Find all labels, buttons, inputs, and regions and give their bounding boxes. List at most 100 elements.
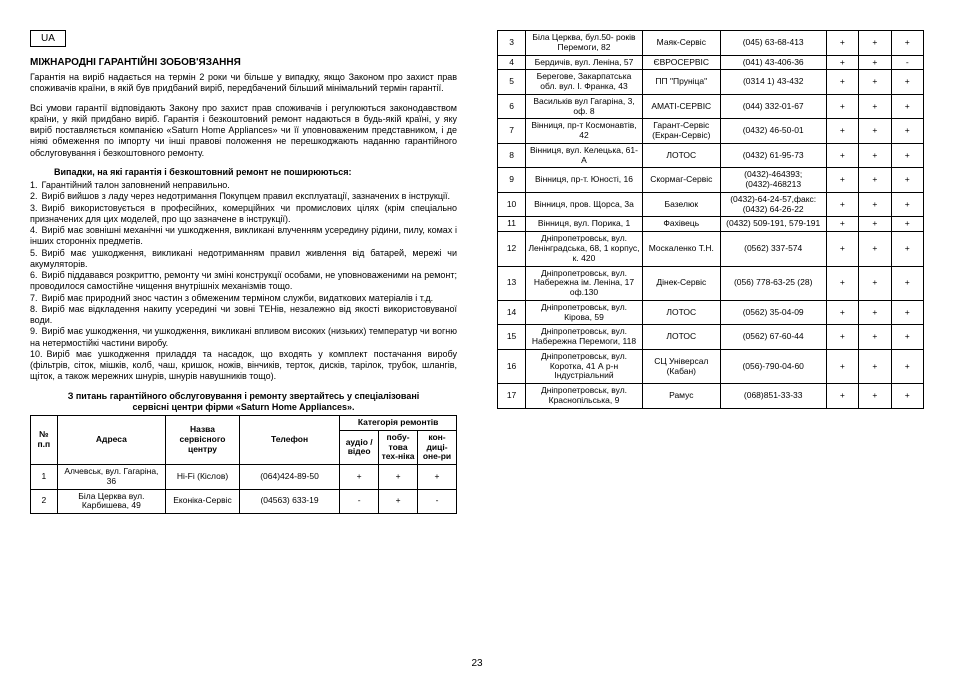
cell-c2: + — [859, 55, 891, 70]
intro-paragraph-2: Всі умови гарантії відповідають Закону п… — [30, 103, 457, 159]
cell-c3: + — [891, 232, 923, 266]
cell-address: Вінниця, пр-т Космонавтів, 42 — [526, 119, 643, 144]
cell-c3: + — [891, 349, 923, 383]
cell-c2: + — [859, 70, 891, 95]
cell-num: 14 — [498, 300, 526, 325]
cell-c2: + — [859, 266, 891, 300]
service-table-left: № п.п Адреса Назва сервісного центру Тел… — [30, 415, 457, 514]
cell-phone: (0562) 67-60-44 — [720, 325, 826, 350]
cell-num: 15 — [498, 325, 526, 350]
cell-c3: + — [891, 325, 923, 350]
cell-c3: + — [891, 384, 923, 409]
cell-c1: + — [826, 94, 858, 119]
cell-phone: (0432) 61-95-73 — [720, 143, 826, 168]
cell-c1: + — [826, 384, 858, 409]
cell-c3: + — [891, 143, 923, 168]
cell-center: ПП "Пруніца" — [642, 70, 720, 95]
cases-heading: Випадки, на які гарантія і безкоштовний … — [30, 167, 457, 178]
cell-num: 6 — [498, 94, 526, 119]
cell-center: Дінек-Сервіс — [642, 266, 720, 300]
cell-c2: + — [859, 94, 891, 119]
th-c3: кон-диці-оне-ри — [418, 430, 457, 464]
cell-c3: + — [891, 94, 923, 119]
cell-c1: + — [340, 465, 379, 490]
cell-address: Дніпропетровськ, вул. Набережна Перемоги… — [526, 325, 643, 350]
page-title: МІЖНАРОДНІ ГАРАНТІЙНІ ЗОБОВ'ЯЗАННЯ — [30, 57, 457, 68]
cell-phone: (044) 332-01-67 — [720, 94, 826, 119]
case-item: Виріб має ушкодження, викликані недотрим… — [30, 248, 457, 271]
cell-c2: + — [859, 325, 891, 350]
cell-c2: + — [859, 232, 891, 266]
cell-c3: + — [891, 300, 923, 325]
th-center: Назва сервісного центру — [166, 416, 240, 465]
cell-c1: + — [826, 31, 858, 56]
intro-paragraph-1: Гарантія на виріб надається на термін 2 … — [30, 72, 457, 95]
cell-address: Біла Церква вул. Карбишева, 49 — [57, 489, 166, 514]
cell-phone: (0562) 337-574 — [720, 232, 826, 266]
cell-address: Алчевськ, вул. Гагаріна, 36 — [57, 465, 166, 490]
cell-num: 16 — [498, 349, 526, 383]
footer-note: З питань гарантійного обслуговування і р… — [30, 391, 457, 414]
cell-c1: + — [826, 143, 858, 168]
cell-center: Скормаг-Сервіс — [642, 168, 720, 193]
table-row: 4Бердичів, вул. Леніна, 57ЄВРОСЕРВІС(041… — [498, 55, 924, 70]
cell-c3: - — [418, 489, 457, 514]
th-c1: аудіо / відео — [340, 430, 379, 464]
cell-c3: + — [891, 192, 923, 217]
cell-center: Гарант-Сервіс (Екран-Сервіс) — [642, 119, 720, 144]
cell-address: Берегове, Закарпатська обл. вул. І. Фран… — [526, 70, 643, 95]
cell-c2: + — [859, 217, 891, 232]
cell-c2: + — [859, 168, 891, 193]
table-row: 11Вінниця, вул. Порика, 1Фахівець(0432) … — [498, 217, 924, 232]
lang-badge: UA — [30, 30, 66, 47]
cell-address: Вінниця, пров. Щорса, 3а — [526, 192, 643, 217]
cell-phone: (064)424-89-50 — [239, 465, 339, 490]
cell-num: 4 — [498, 55, 526, 70]
right-column: 3Біла Церква, бул.50- років Перемоги, 82… — [477, 0, 954, 675]
cell-address: Вінниця, вул. Порика, 1 — [526, 217, 643, 232]
cell-c1: - — [340, 489, 379, 514]
cell-center: ЄВРОСЕРВІС — [642, 55, 720, 70]
th-num: № п.п — [31, 416, 58, 465]
table-row: 1Алчевськ, вул. Гагаріна, 36Hi-Fi (Кісло… — [31, 465, 457, 490]
table-row: 13Дніпропетровськ, вул. Набережна ім. Ле… — [498, 266, 924, 300]
cell-center: Москаленко Т.Н. — [642, 232, 720, 266]
cell-center: ЛОТОС — [642, 300, 720, 325]
table-row: 17Дніпропетровськ, вул. Краснопільська, … — [498, 384, 924, 409]
cell-num: 8 — [498, 143, 526, 168]
cell-center: ЛОТОС — [642, 143, 720, 168]
table-row: 2Біла Церква вул. Карбишева, 49Еконіка-С… — [31, 489, 457, 514]
cell-c3: + — [891, 31, 923, 56]
th-address: Адреса — [57, 416, 166, 465]
cell-center: Базелюк — [642, 192, 720, 217]
cell-num: 5 — [498, 70, 526, 95]
cell-phone: (056)-790-04-60 — [720, 349, 826, 383]
cell-num: 9 — [498, 168, 526, 193]
cell-c1: + — [826, 168, 858, 193]
cell-phone: (0432) 46-50-01 — [720, 119, 826, 144]
cell-address: Вінниця, пр-т. Юності, 16 — [526, 168, 643, 193]
table-row: 7Вінниця, пр-т Космонавтів, 42Гарант-Сер… — [498, 119, 924, 144]
case-item: Виріб має зовнішні механічні чи ушкоджен… — [30, 225, 457, 248]
cell-num: 3 — [498, 31, 526, 56]
cell-phone: (04563) 633-19 — [239, 489, 339, 514]
cell-phone: (068)851-33-33 — [720, 384, 826, 409]
left-column: UA МІЖНАРОДНІ ГАРАНТІЙНІ ЗОБОВ'ЯЗАННЯ Га… — [0, 0, 477, 675]
cell-c3: + — [891, 119, 923, 144]
cell-c2: + — [379, 465, 418, 490]
cell-address: Вінниця, вул. Келецька, 61-А — [526, 143, 643, 168]
cell-c1: + — [826, 192, 858, 217]
cell-c3: + — [891, 70, 923, 95]
cell-c2: + — [379, 489, 418, 514]
cell-c1: + — [826, 119, 858, 144]
cell-center: Hi-Fi (Кіслов) — [166, 465, 240, 490]
cell-address: Дніпропетровськ, вул. Набережна ім. Лені… — [526, 266, 643, 300]
cell-c2: + — [859, 300, 891, 325]
table-row: 15Дніпропетровськ, вул. Набережна Перемо… — [498, 325, 924, 350]
cell-phone: (041) 43-406-36 — [720, 55, 826, 70]
cell-c2: + — [859, 143, 891, 168]
cell-num: 12 — [498, 232, 526, 266]
cell-c1: + — [826, 349, 858, 383]
cell-c2: + — [859, 192, 891, 217]
case-item: Виріб має ушкодження, чи ушкодження, вик… — [30, 326, 457, 349]
